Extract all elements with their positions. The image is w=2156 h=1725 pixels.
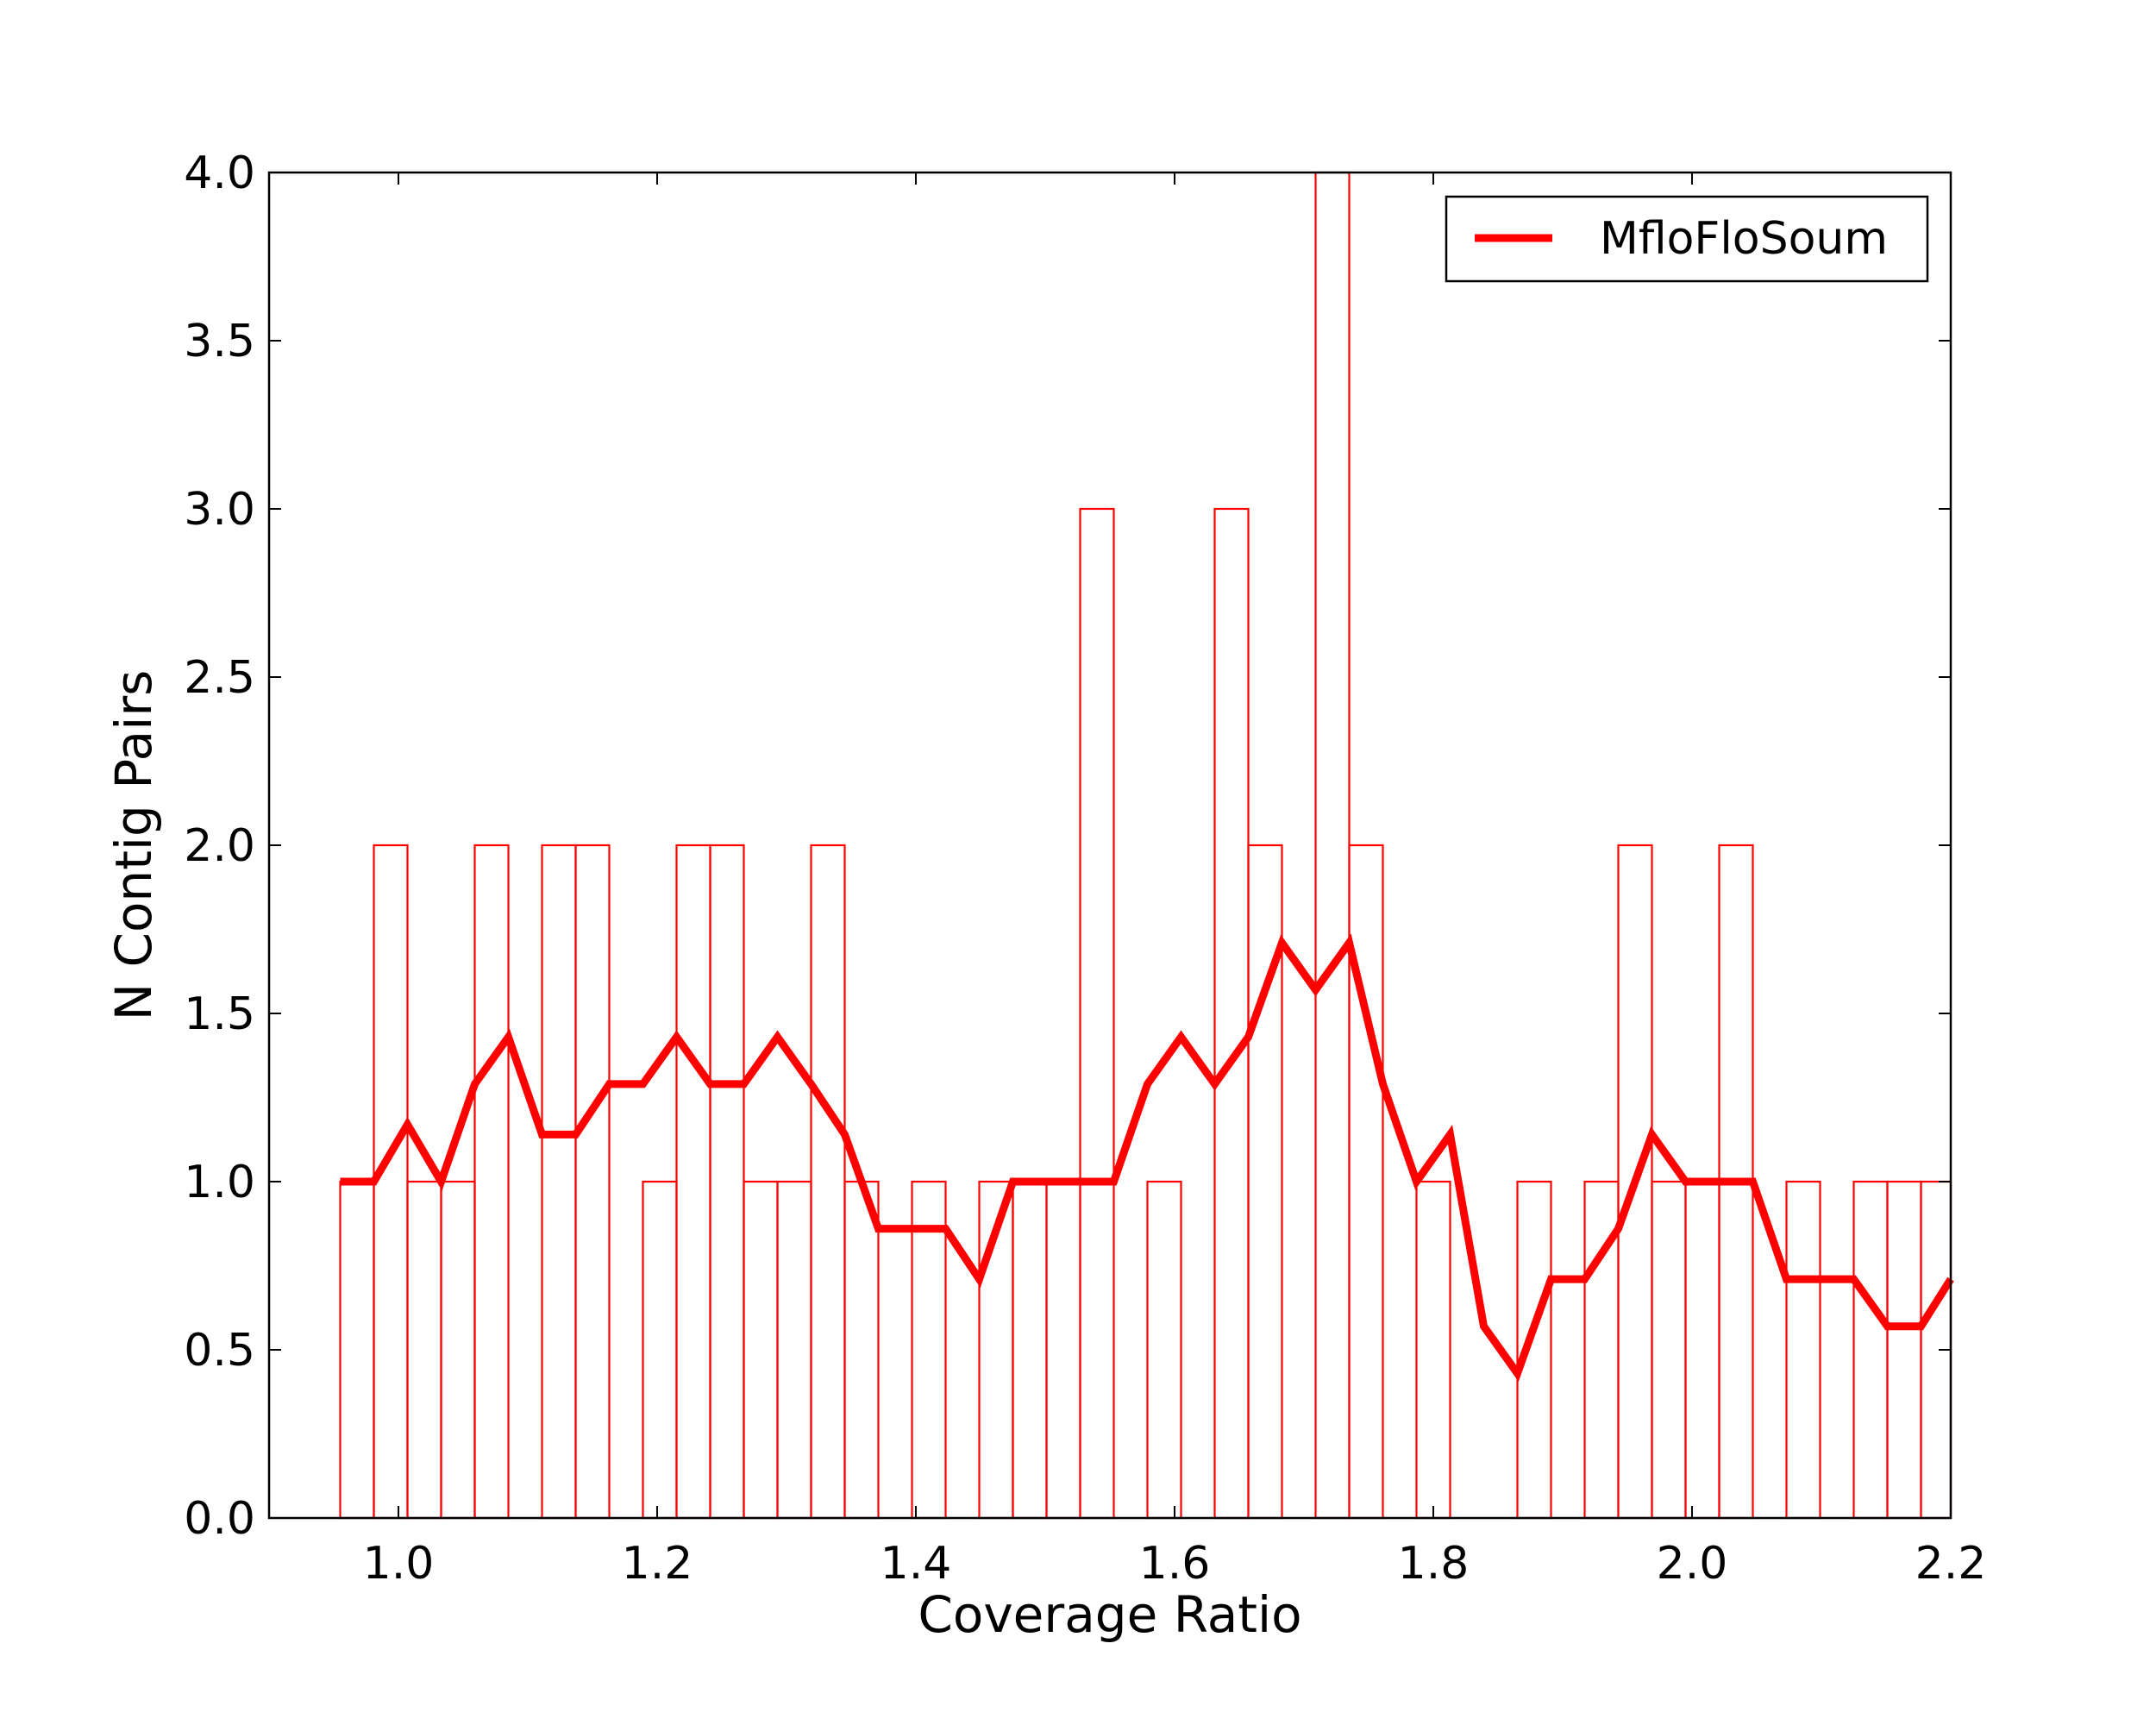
x-tick-label: 1.2 xyxy=(622,1538,693,1590)
legend-label: MfloFloSoum xyxy=(1600,213,1888,265)
y-tick-label: 4.0 xyxy=(184,147,255,199)
x-tick-label: 1.6 xyxy=(1139,1538,1211,1590)
y-tick-label: 0.0 xyxy=(184,1493,255,1545)
x-tick-label: 1.4 xyxy=(881,1538,952,1590)
legend: MfloFloSoum xyxy=(1445,195,1929,283)
series-line xyxy=(340,933,1954,1382)
y-tick-label: 0.5 xyxy=(184,1325,255,1377)
y-tick-label: 1.0 xyxy=(184,1157,255,1208)
x-tick-label: 1.0 xyxy=(363,1538,435,1590)
y-axis-label: N Contig Pairs xyxy=(104,670,163,1021)
x-tick-label: 2.2 xyxy=(1915,1538,1987,1590)
y-tick-label: 3.0 xyxy=(184,484,255,536)
x-axis-label: Coverage Ratio xyxy=(918,1585,1301,1644)
tick-layer: 1.0 1.2 1.4 1.6 1.8 2.0 2.2 0.0 0.5 1.0 1.5 2.0 2.5 3… xyxy=(184,147,1986,1590)
line-layer xyxy=(340,933,1954,1382)
y-tick-label: 2.0 xyxy=(184,820,255,872)
y-tick-label: 1.5 xyxy=(184,988,255,1040)
y-tick-label: 3.5 xyxy=(184,316,255,367)
x-tick-label: 1.8 xyxy=(1398,1538,1470,1590)
y-tick-label: 2.5 xyxy=(184,652,255,704)
x-tick-label: 2.0 xyxy=(1657,1538,1728,1590)
